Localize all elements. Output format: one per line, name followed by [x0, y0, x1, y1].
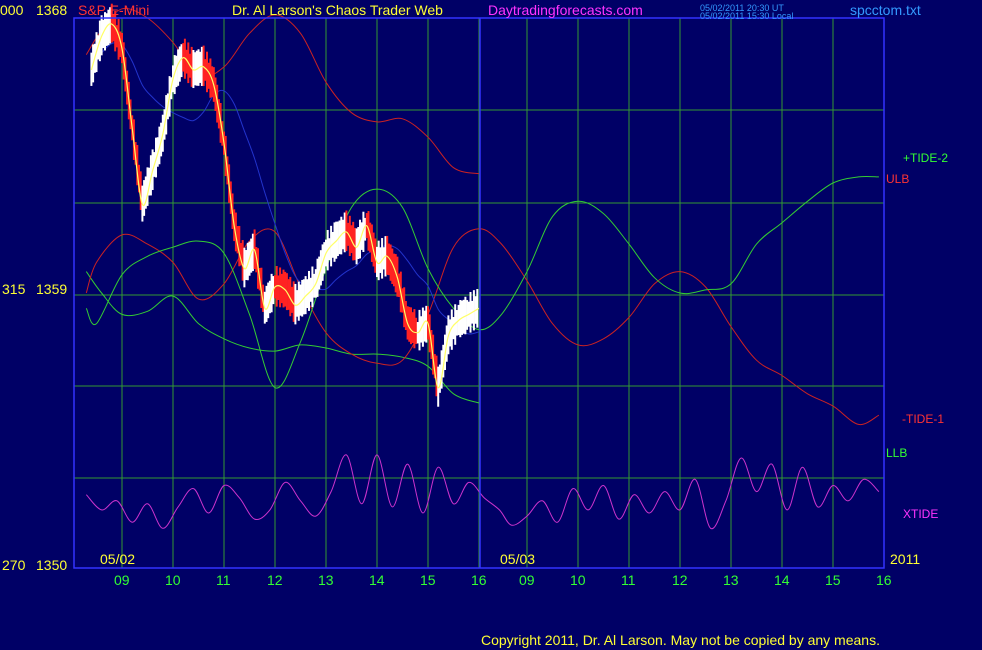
mid-price: 1359: [36, 281, 68, 297]
copyright-notice: Copyright 2011, Dr. Al Larson. May not b…: [481, 632, 880, 648]
hour-tick-11: 12: [672, 572, 688, 588]
hour-tick-1: 10: [165, 572, 181, 588]
year-label: 2011: [890, 551, 921, 567]
legend-llb: LLB: [886, 446, 908, 460]
stamp-ut: 05/02/2011 20:30 UT: [700, 3, 784, 13]
hour-tick-12: 13: [723, 572, 739, 588]
series-llb: [85, 271, 480, 404]
legend-ulb: ULB: [886, 172, 910, 186]
hour-tick-5: 14: [369, 572, 385, 588]
hour-tick-15: 16: [876, 572, 892, 588]
chart-title: Dr. Al Larson's Chaos Trader Web: [232, 2, 443, 18]
plot-frame: [73, 17, 885, 569]
bottom-price: 1350: [36, 557, 68, 573]
chart-grid: [74, 18, 885, 568]
hour-tick-8: 09: [519, 572, 535, 588]
legend-tide2: +TIDE-2: [903, 151, 949, 165]
hour-tick-7: 16: [471, 572, 487, 588]
hour-tick-6: 15: [420, 572, 436, 588]
stamp-local: 05/02/2011 15:30 Local: [700, 11, 794, 21]
top-left-code: 000: [0, 2, 24, 18]
chart-series: [85, 3, 880, 530]
series-xtide: [85, 454, 880, 530]
hour-tick-10: 11: [621, 572, 636, 588]
series-price-average: [90, 23, 480, 389]
hour-tick-13: 14: [774, 572, 790, 588]
instrument-label: S&P E-Mini: [78, 2, 150, 18]
hour-tick-4: 13: [318, 572, 334, 588]
date-label-0503: 05/03: [500, 551, 536, 567]
legend-tide1: -TIDE-1: [902, 412, 944, 426]
hour-tick-9: 10: [570, 572, 586, 588]
legend-xtide: XTIDE: [903, 507, 939, 521]
hour-tick-0: 09: [114, 572, 130, 588]
hour-tick-2: 11: [216, 572, 231, 588]
series-slow-average: [90, 41, 480, 335]
series-tide1: [85, 228, 880, 425]
date-label-0502: 05/02: [100, 551, 136, 567]
mid-code: 315: [2, 281, 26, 297]
bottom-code: 270: [2, 557, 26, 573]
hour-tick-3: 12: [267, 572, 283, 588]
data-file-name: spcctom.txt: [850, 2, 921, 18]
top-left-price: 1368: [36, 2, 68, 18]
site-link[interactable]: Daytradingforecasts.com: [488, 2, 643, 18]
series-ulb: [85, 7, 480, 175]
hour-tick-14: 15: [825, 572, 841, 588]
